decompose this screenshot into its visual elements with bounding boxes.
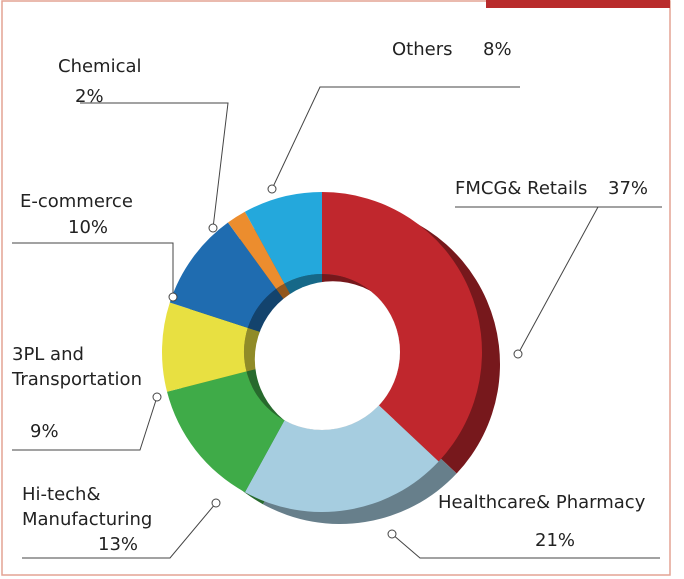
slice bbox=[244, 192, 322, 284]
leader-dot bbox=[168, 292, 178, 302]
leader-dot bbox=[211, 498, 221, 508]
category-label: Others bbox=[392, 39, 453, 60]
leader-line bbox=[12, 242, 174, 297]
category-label: 3PL and Transportation bbox=[12, 344, 142, 390]
slice bbox=[167, 371, 285, 493]
leader-dot bbox=[267, 184, 277, 194]
slice bbox=[322, 192, 482, 462]
slice bbox=[162, 302, 248, 392]
inner-wall bbox=[244, 274, 400, 430]
leader-line bbox=[391, 533, 660, 559]
frame bbox=[1, 0, 671, 576]
hole bbox=[254, 281, 400, 430]
value-label: 37% bbox=[608, 178, 649, 199]
leader-dot bbox=[208, 223, 218, 233]
leader-dot bbox=[387, 529, 397, 539]
leader-dot bbox=[152, 392, 162, 402]
leader-line bbox=[271, 86, 520, 190]
slice bbox=[169, 222, 277, 328]
value-label: 21% bbox=[535, 530, 576, 551]
category-label: FMCG& Retails bbox=[455, 178, 588, 199]
slice bbox=[227, 211, 285, 289]
leader-line bbox=[80, 102, 229, 229]
leader-line bbox=[22, 502, 217, 559]
leader-line bbox=[12, 396, 158, 451]
slice bbox=[244, 405, 439, 512]
top-bar bbox=[486, 0, 670, 8]
category-label: Healthcare& Pharmacy bbox=[438, 492, 646, 513]
category-label: E-commerce bbox=[20, 191, 133, 212]
leader-dot bbox=[513, 349, 523, 359]
value-label: 10% bbox=[68, 217, 109, 238]
category-label: Chemical bbox=[58, 56, 142, 77]
value-label: 9% bbox=[30, 421, 59, 442]
value-label: 8% bbox=[483, 39, 512, 60]
leader-line bbox=[517, 206, 599, 355]
value-label: 2% bbox=[75, 86, 104, 107]
category-label: Hi-tech& Manufacturing bbox=[22, 484, 153, 530]
value-label: 13% bbox=[98, 534, 139, 555]
